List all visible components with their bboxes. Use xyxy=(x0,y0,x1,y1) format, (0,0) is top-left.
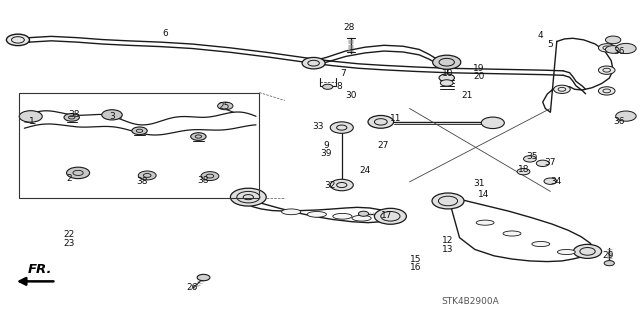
Circle shape xyxy=(330,122,353,133)
Text: 20: 20 xyxy=(473,72,484,81)
Circle shape xyxy=(6,34,29,46)
Text: 19: 19 xyxy=(473,64,484,73)
Circle shape xyxy=(197,274,210,281)
Ellipse shape xyxy=(503,231,521,236)
Text: 26: 26 xyxy=(186,283,198,292)
Text: 14: 14 xyxy=(477,190,489,199)
Circle shape xyxy=(102,110,122,120)
Circle shape xyxy=(64,114,79,121)
Text: 17: 17 xyxy=(381,211,393,220)
Text: 9: 9 xyxy=(324,141,329,150)
Text: 30: 30 xyxy=(345,91,356,100)
Text: 22: 22 xyxy=(63,230,75,239)
Text: 38: 38 xyxy=(198,176,209,185)
Text: 8: 8 xyxy=(337,82,342,91)
Text: 2: 2 xyxy=(67,174,72,183)
Circle shape xyxy=(605,46,621,53)
Text: 34: 34 xyxy=(550,177,561,186)
Text: 15: 15 xyxy=(410,256,422,264)
Text: 37: 37 xyxy=(545,158,556,167)
Circle shape xyxy=(330,179,353,191)
Text: 12: 12 xyxy=(442,236,454,245)
Text: 36: 36 xyxy=(614,117,625,126)
Text: 7: 7 xyxy=(340,69,346,78)
Circle shape xyxy=(201,172,219,181)
Circle shape xyxy=(604,261,614,266)
Text: 35: 35 xyxy=(527,152,538,161)
Ellipse shape xyxy=(557,249,575,255)
Text: STK4B2900A: STK4B2900A xyxy=(442,297,499,306)
Circle shape xyxy=(323,84,333,89)
Circle shape xyxy=(536,160,549,167)
Text: 27: 27 xyxy=(377,141,388,150)
Circle shape xyxy=(544,178,557,184)
Ellipse shape xyxy=(282,209,301,215)
Text: 5: 5 xyxy=(548,40,553,49)
Circle shape xyxy=(481,117,504,129)
Text: 29: 29 xyxy=(602,251,614,260)
Bar xyxy=(19,93,259,198)
Ellipse shape xyxy=(476,220,494,225)
Text: FR.: FR. xyxy=(28,263,52,276)
Text: 32: 32 xyxy=(324,181,336,189)
Circle shape xyxy=(302,57,325,69)
Text: 16: 16 xyxy=(410,263,422,272)
Circle shape xyxy=(191,133,206,140)
Circle shape xyxy=(440,80,453,86)
Circle shape xyxy=(138,171,156,180)
Text: 36: 36 xyxy=(614,47,625,56)
Circle shape xyxy=(368,115,394,128)
Circle shape xyxy=(218,102,233,110)
Circle shape xyxy=(598,66,615,74)
Text: 6: 6 xyxy=(163,29,168,38)
Text: 1: 1 xyxy=(29,117,35,126)
Circle shape xyxy=(230,188,266,206)
Circle shape xyxy=(374,208,406,224)
Circle shape xyxy=(524,156,536,162)
Ellipse shape xyxy=(352,215,371,221)
Text: 18: 18 xyxy=(518,165,529,174)
Text: 28: 28 xyxy=(343,23,355,32)
Circle shape xyxy=(605,36,621,44)
Text: 38: 38 xyxy=(136,177,148,186)
Circle shape xyxy=(616,111,636,121)
Text: 13: 13 xyxy=(442,245,454,254)
Circle shape xyxy=(432,193,464,209)
Circle shape xyxy=(433,55,461,69)
Text: 4: 4 xyxy=(538,31,543,40)
Ellipse shape xyxy=(307,211,326,217)
Text: 33: 33 xyxy=(312,122,324,130)
Circle shape xyxy=(573,244,602,258)
Circle shape xyxy=(132,127,147,135)
Circle shape xyxy=(517,168,530,175)
Ellipse shape xyxy=(333,213,352,219)
Text: 38: 38 xyxy=(68,110,79,119)
Text: 3: 3 xyxy=(109,112,115,121)
Text: 31: 31 xyxy=(473,179,484,188)
Circle shape xyxy=(439,74,454,82)
Circle shape xyxy=(598,44,615,52)
Text: 10: 10 xyxy=(442,69,454,78)
Circle shape xyxy=(19,111,42,122)
Circle shape xyxy=(358,211,369,216)
Text: 39: 39 xyxy=(321,149,332,158)
Text: 23: 23 xyxy=(63,239,75,248)
Text: 24: 24 xyxy=(359,166,371,175)
Circle shape xyxy=(616,43,636,54)
Ellipse shape xyxy=(532,241,550,247)
Circle shape xyxy=(554,85,570,93)
Text: 11: 11 xyxy=(390,114,401,122)
Text: 21: 21 xyxy=(461,91,473,100)
Circle shape xyxy=(67,167,90,179)
Circle shape xyxy=(598,87,615,95)
Text: 25: 25 xyxy=(218,102,230,111)
